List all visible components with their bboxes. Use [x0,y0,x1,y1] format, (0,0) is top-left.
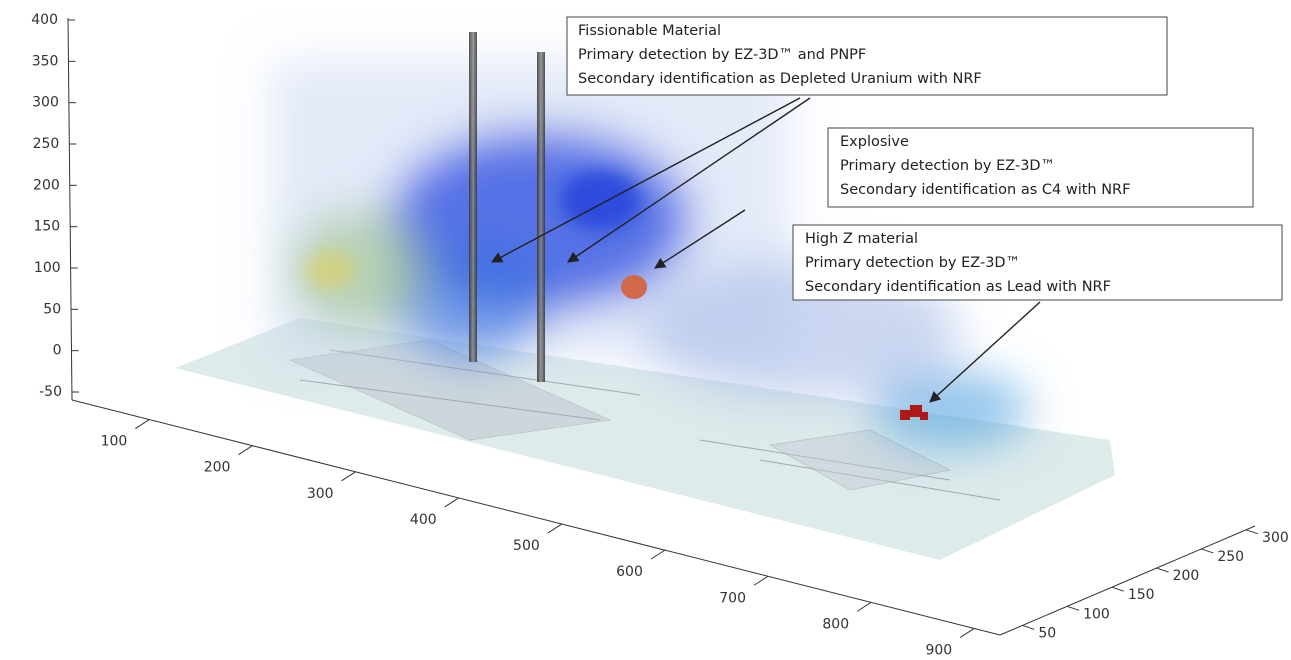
y-tick-label: 150 [1128,587,1155,603]
z-tick-label: 150 [33,219,60,235]
x-tick-label: 800 [822,616,849,632]
x-tick-label: 600 [616,564,643,580]
x-tick [960,628,974,637]
y-tick-label: 250 [1217,549,1244,565]
x-tick [342,472,356,481]
rod [537,52,545,382]
z-tick-label: 100 [34,260,61,276]
y-tick [1201,549,1213,553]
x-tick-label: 400 [410,512,437,528]
annotation-line: Primary detection by EZ-3D™ [840,158,1055,174]
z-tick-label: 250 [33,136,60,152]
y-axis [1000,526,1255,635]
x-tick-label: 300 [307,486,334,502]
x-tick [135,420,149,429]
y-tick-label: 200 [1173,568,1200,584]
annotation-line: Explosive [840,134,909,150]
y-tick-label: 100 [1083,606,1110,622]
y-tick [1067,606,1079,610]
rod [469,32,477,362]
x-tick [857,602,871,611]
x-tick-label: 900 [925,642,952,658]
annotation-line: Fissionable Material [578,23,721,39]
x-tick-label: 500 [513,538,540,554]
annotation-line: Primary detection by EZ-3D™ [805,255,1020,271]
x-tick-label: 100 [101,434,128,450]
z-tick-label: 200 [33,177,60,193]
y-tick-label: 50 [1038,625,1056,641]
annotation-line: High Z material [805,231,918,247]
x-tick [754,576,768,585]
annotation-line: Secondary identification as C4 with NRF [840,182,1130,198]
x-tick [445,498,459,507]
z-tick-label: 0 [53,343,62,359]
y-tick [1246,530,1258,534]
annotation-line: Secondary identification as Lead with NR… [805,279,1111,295]
x-tick-label: 700 [719,590,746,606]
chart: Fissionable Material Primary detection by… [0,0,1291,660]
annotation-line: Primary detection by EZ-3D™ and PNPF [578,47,866,63]
z-tick-label: 50 [43,301,61,317]
annotation-line: Secondary identification as Depleted Ura… [578,71,982,87]
z-tick-label: 300 [32,95,59,111]
y-tick [1157,568,1169,572]
y-tick [1022,625,1034,629]
x-tick [651,550,665,559]
y-tick [1112,587,1124,591]
x-tick-label: 200 [204,460,231,476]
z-tick-label: -50 [39,384,62,400]
y-tick-label: 300 [1262,530,1289,546]
explosive-object [621,275,647,299]
x-tick [238,446,252,455]
x-tick [548,524,562,533]
z-axis [68,18,72,400]
z-tick-label: 400 [31,12,58,28]
z-tick-label: 350 [32,53,59,69]
